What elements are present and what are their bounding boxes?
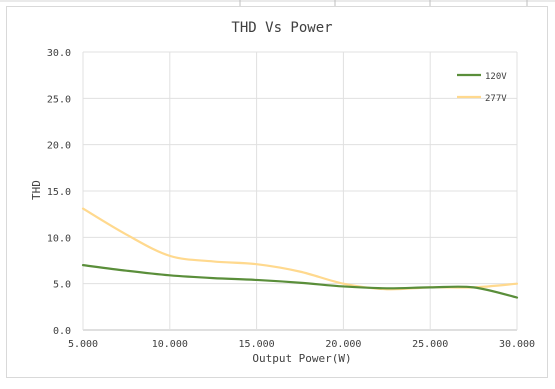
x-axis-label: Output Power(W) (252, 352, 351, 365)
y-axis-label: THD (30, 180, 43, 200)
x-tick-label: 5.000 (68, 339, 98, 350)
legend: 120V 277V (457, 72, 507, 104)
series-lines (81, 207, 519, 299)
tick-labels: 0.0 5.0 10.0 15.0 20.0 25.0 30.0 5.000 10.000 15.… (47, 48, 535, 350)
y-tick-label: 5.0 (53, 280, 71, 291)
series-line-120V[interactable] (81, 264, 519, 299)
chart-frame[interactable] (6, 6, 548, 378)
chart-title: THD Vs Power (231, 20, 332, 36)
x-tick-label: 20.000 (325, 339, 361, 350)
x-tick-label: 15.000 (239, 339, 275, 350)
y-tick-label: 0.0 (53, 326, 71, 337)
y-tick-label: 30.0 (47, 48, 71, 59)
legend-label: 277V (485, 94, 507, 104)
y-tick-label: 25.0 (47, 94, 71, 105)
grid (82, 51, 518, 331)
x-tick-label: 30.000 (499, 339, 535, 350)
y-tick-label: 15.0 (47, 187, 71, 198)
x-tick-label: 25.000 (412, 339, 448, 350)
x-tick-label: 10.000 (152, 339, 188, 350)
y-tick-label: 10.0 (47, 233, 71, 244)
legend-label: 120V (485, 72, 507, 82)
y-tick-label: 20.0 (47, 141, 71, 152)
